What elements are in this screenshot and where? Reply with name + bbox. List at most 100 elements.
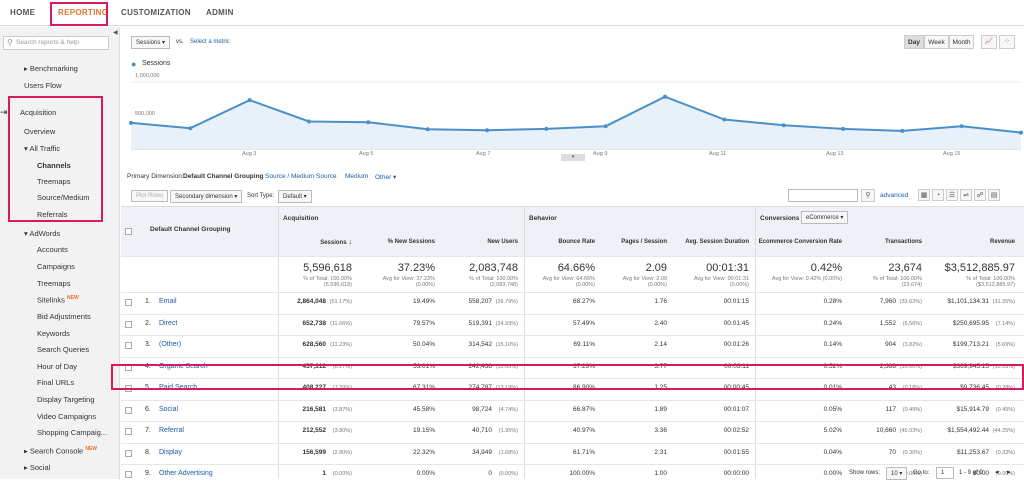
sessions-point bbox=[366, 120, 371, 125]
advanced-link[interactable]: advanced bbox=[880, 192, 909, 199]
sidebar-item-users-flow[interactable]: Users Flow bbox=[24, 81, 62, 90]
sidebar-item-adwords-treemaps[interactable]: Treemaps bbox=[37, 279, 71, 288]
row-checkbox[interactable] bbox=[125, 428, 132, 435]
col-header-ecom-conversion-rate[interactable]: Ecommerce Conversion Rate bbox=[758, 239, 842, 245]
row-checkbox[interactable] bbox=[125, 342, 132, 349]
sidebar-item-final-urls[interactable]: Final URLs bbox=[37, 378, 75, 387]
day-button[interactable]: Day bbox=[904, 35, 924, 49]
dim-source-medium[interactable]: Source / Medium bbox=[265, 173, 315, 180]
x-label-aug9: Aug 9 bbox=[593, 151, 608, 157]
cell-new-users: 314,542 (15.10%) bbox=[468, 341, 519, 348]
tab-reporting[interactable]: REPORTING bbox=[58, 8, 109, 17]
channel-link[interactable]: Other Advertising bbox=[159, 470, 213, 477]
sidebar-item-hour-of-day[interactable]: Hour of Day bbox=[37, 362, 78, 371]
channel-link[interactable]: Social bbox=[159, 405, 179, 413]
cell-revenue: $250,695.95 (7.14%) bbox=[952, 319, 1015, 327]
chart-resize-handle[interactable]: ▾ bbox=[561, 154, 585, 161]
table-search-icon[interactable]: ⚲ bbox=[861, 189, 875, 202]
motion-chart-icon[interactable]: ⁘ bbox=[999, 35, 1015, 49]
sidebar-item-referrals[interactable]: Referrals bbox=[37, 210, 68, 219]
sidebar-item-accounts[interactable]: Accounts bbox=[37, 245, 68, 254]
sidebar-item-treemaps[interactable]: Treemaps bbox=[37, 177, 71, 186]
sidebar-item-video-campaigns[interactable]: Video Campaigns bbox=[37, 412, 97, 421]
channel-link[interactable]: (Other) bbox=[159, 341, 182, 348]
search-input[interactable]: ⚲ Search reports & help bbox=[3, 36, 109, 50]
table-view-icon[interactable]: ▦ bbox=[918, 189, 930, 201]
channel-link[interactable]: Direct bbox=[159, 319, 178, 327]
channel-link[interactable]: Organic Search bbox=[159, 362, 208, 370]
sidebar-item-keywords[interactable]: Keywords bbox=[37, 329, 70, 338]
col-default-channel-grouping[interactable]: Default Channel Grouping bbox=[150, 226, 231, 233]
sidebar-item-campaigns[interactable]: Campaigns bbox=[37, 262, 75, 271]
sort-type-select[interactable]: Default ▾ bbox=[278, 190, 312, 203]
pie-view-icon[interactable]: ◔ bbox=[932, 189, 944, 201]
cell-bounce-rate: 69.11% bbox=[573, 341, 595, 348]
show-rows-select[interactable]: 10 ▾ bbox=[886, 467, 908, 480]
sidebar-item-acquisition[interactable]: Acquisition bbox=[20, 108, 57, 117]
channel-link[interactable]: Display bbox=[159, 448, 182, 456]
row-checkbox[interactable] bbox=[125, 406, 132, 414]
col-header-bounce-rate[interactable]: Bounce Rate bbox=[558, 239, 595, 245]
sidebar-item-display-targeting[interactable]: Display Targeting bbox=[37, 395, 95, 404]
col-header-revenue[interactable]: Revenue bbox=[989, 239, 1015, 245]
col-header-avg-session-duration[interactable]: Avg. Session Duration bbox=[685, 239, 749, 245]
col-header-sessions[interactable]: Sessions ↓ bbox=[320, 239, 352, 246]
select-metric-link[interactable]: Select a metric bbox=[190, 39, 230, 45]
cell-new-users: 40,710 (1.95%) bbox=[472, 427, 518, 434]
channel-link[interactable]: Paid Search bbox=[159, 384, 198, 391]
sidebar-item-search-console[interactable]: ▸ Search Console NEW bbox=[24, 446, 97, 456]
dim-default-channel-grouping[interactable]: Default Channel Grouping bbox=[183, 173, 264, 180]
performance-view-icon[interactable]: ☰ bbox=[946, 189, 958, 201]
next-page-icon[interactable]: ▸ bbox=[1007, 469, 1011, 476]
plot-rows-button[interactable]: Plot Rows bbox=[131, 190, 169, 202]
main-content: Sessions ▾ vs. Select a metric Day Week … bbox=[111, 27, 1024, 480]
col-header-new-users[interactable]: New Users bbox=[487, 239, 518, 245]
sidebar-item-bid-adjustments[interactable]: Bid Adjustments bbox=[37, 312, 91, 321]
row-checkbox[interactable] bbox=[125, 449, 132, 457]
tab-admin[interactable]: ADMIN bbox=[206, 8, 234, 17]
col-header-pages-session[interactable]: Pages / Session bbox=[621, 239, 667, 245]
row-checkbox[interactable] bbox=[125, 363, 132, 371]
sidebar-item-benchmarking[interactable]: ▸ Benchmarking bbox=[24, 64, 78, 73]
select-all-checkbox[interactable] bbox=[125, 228, 132, 235]
dim-other[interactable]: Other ▾ bbox=[375, 174, 397, 181]
sidebar-item-search-queries[interactable]: Search Queries bbox=[37, 345, 90, 354]
channel-link[interactable]: Referral bbox=[159, 427, 184, 434]
conversions-select[interactable]: eCommerce ▾ bbox=[801, 211, 849, 224]
sidebar-item-social[interactable]: ▸ Social bbox=[24, 463, 51, 472]
pivot-view-icon[interactable]: ▤ bbox=[988, 189, 1000, 201]
sidebar-item-shopping-campaigns[interactable]: Shopping Campaig... bbox=[37, 428, 108, 437]
channel-link[interactable]: Email bbox=[159, 298, 177, 305]
sidebar-item-overview[interactable]: Overview bbox=[24, 127, 56, 136]
month-button[interactable]: Month bbox=[949, 35, 974, 49]
sidebar-item-channels[interactable]: Channels bbox=[37, 161, 71, 170]
metric-select[interactable]: Sessions ▾ bbox=[131, 36, 171, 49]
sessions-point bbox=[188, 126, 193, 131]
line-chart-icon[interactable]: 📈 bbox=[981, 35, 997, 49]
week-button[interactable]: Week bbox=[924, 35, 949, 49]
sidebar-item-adwords[interactable]: ▾ AdWords bbox=[24, 229, 61, 238]
tab-home[interactable]: HOME bbox=[10, 8, 36, 17]
dim-medium[interactable]: Medium bbox=[345, 173, 369, 180]
sidebar-item-sitelinks[interactable]: Sitelinks NEW bbox=[37, 295, 79, 305]
page-range: 1 - 9 of 9 bbox=[959, 470, 983, 476]
prev-page-icon[interactable]: ◂ bbox=[995, 469, 999, 476]
sidebar-item-all-traffic[interactable]: ▾ All Traffic bbox=[24, 144, 61, 153]
collapse-icon[interactable]: ◀ bbox=[113, 30, 118, 36]
sort-desc-icon[interactable]: ↓ bbox=[346, 239, 352, 246]
row-checkbox[interactable] bbox=[125, 320, 132, 328]
goto-input[interactable]: 1 bbox=[936, 467, 954, 479]
row-checkbox[interactable] bbox=[125, 385, 132, 392]
table-search-input[interactable] bbox=[788, 189, 858, 202]
row-checkbox[interactable] bbox=[125, 471, 132, 478]
tab-customization[interactable]: CUSTOMIZATION bbox=[121, 8, 191, 17]
col-header-transactions[interactable]: Transactions bbox=[884, 239, 922, 245]
comparison-view-icon[interactable]: ⇌ bbox=[960, 189, 972, 201]
dim-source[interactable]: Source bbox=[316, 173, 337, 180]
term-cloud-icon[interactable]: ☍ bbox=[974, 189, 986, 201]
col-header-new-sessions[interactable]: % New Sessions bbox=[387, 239, 435, 245]
sidebar-item-source-medium[interactable]: Source/Medium bbox=[37, 193, 90, 202]
row-checkbox[interactable] bbox=[125, 299, 132, 306]
cell-avg-session-duration: 00:01:07 bbox=[723, 405, 749, 413]
secondary-dimension-select[interactable]: Secondary dimension ▾ bbox=[170, 190, 243, 203]
